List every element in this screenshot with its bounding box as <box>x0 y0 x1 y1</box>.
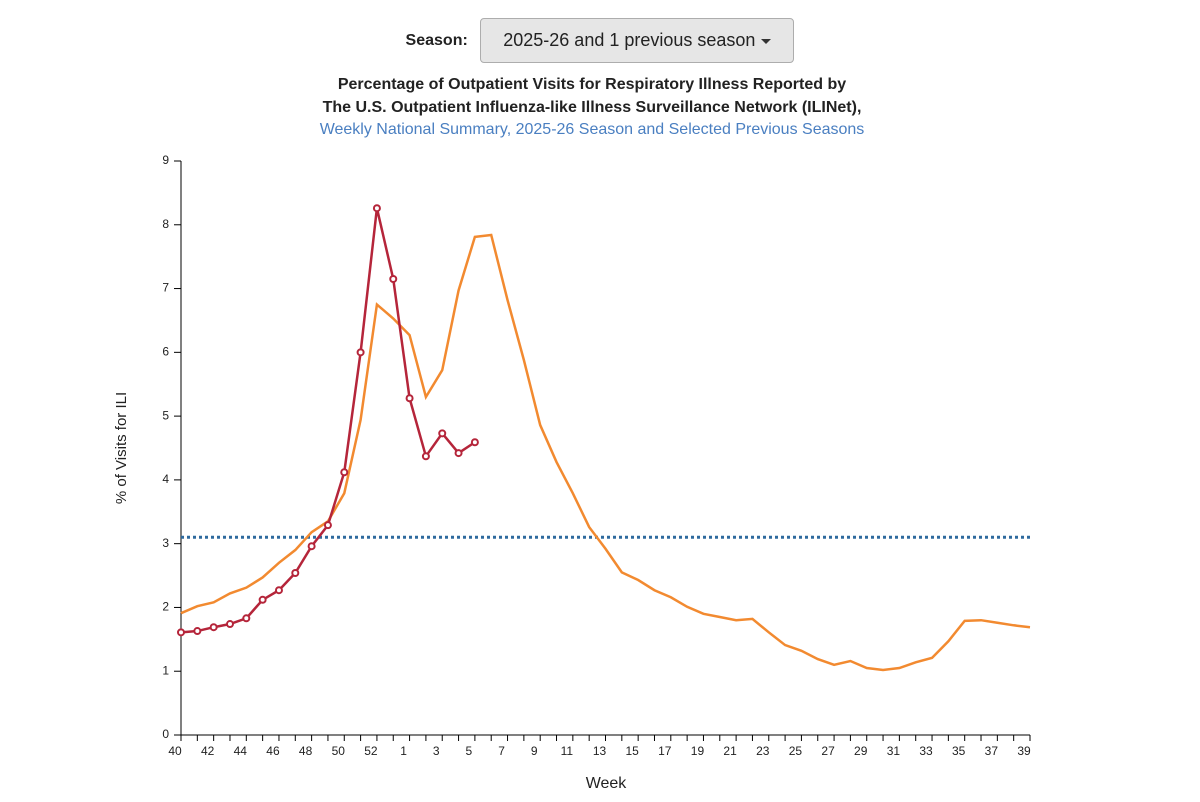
chart-title: The U.S. Outpatient Influenza-like Illne… <box>323 99 862 116</box>
caret[interactable] <box>761 38 772 44</box>
y-tick-label: 7 <box>162 281 169 295</box>
x-tick-label: 37 <box>985 744 999 758</box>
x-tick-label: 44 <box>234 744 248 758</box>
chart-title: Percentage of Outpatient Visits for Resp… <box>338 76 846 93</box>
x-tick-label: 13 <box>593 744 607 758</box>
data-point <box>405 394 414 403</box>
x-tick-label: 31 <box>887 744 901 758</box>
x-tick-label: 25 <box>789 744 803 758</box>
data-point <box>421 452 430 461</box>
x-tick-label: 17 <box>658 744 672 758</box>
x-tick-label: 35 <box>952 744 966 758</box>
data-point <box>258 595 267 604</box>
x-tick-label: 40 <box>168 744 182 758</box>
data-point <box>193 627 202 636</box>
data-point <box>454 449 463 458</box>
x-tick-label: 46 <box>266 744 280 758</box>
y-tick-label: 9 <box>162 153 169 167</box>
x-tick-label: 50 <box>332 744 346 758</box>
x-tick-label: 42 <box>201 744 215 758</box>
x-tick-label: 23 <box>756 744 770 758</box>
data-point <box>291 569 300 578</box>
x-tick-label: 7 <box>498 744 505 758</box>
x-axis-label: Week <box>586 775 628 792</box>
data-point <box>340 468 349 477</box>
y-tick-label: 5 <box>162 408 169 422</box>
y-tick-label: 0 <box>162 727 169 741</box>
x-tick-label: 19 <box>691 744 705 758</box>
data-point <box>323 521 332 530</box>
data-point <box>307 542 316 551</box>
x-tick-label: 11 <box>561 744 574 758</box>
season-value[interactable]: 2025-26 and 1 previous season <box>503 30 756 50</box>
x-tick-label: 39 <box>1017 744 1031 758</box>
y-tick-label: 1 <box>162 663 169 677</box>
y-tick-label: 3 <box>162 536 169 550</box>
data-point <box>438 429 447 438</box>
data-point <box>209 623 218 632</box>
y-tick-label: 2 <box>162 600 169 614</box>
data-point <box>177 628 185 637</box>
season-dropdown[interactable]: 2025-26 and 1 previous season <box>480 18 795 63</box>
data-point <box>225 620 234 629</box>
x-tick-label: 21 <box>723 744 737 758</box>
data-point <box>274 586 283 595</box>
x-tick-label: 5 <box>466 744 473 758</box>
x-tick-label: 3 <box>433 744 440 758</box>
x-tick-label: 15 <box>625 744 639 758</box>
y-axis-label: % of Visits for ILI <box>113 392 130 504</box>
data-point <box>242 614 251 623</box>
y-tick-label: 6 <box>162 345 169 359</box>
series-line <box>180 207 476 634</box>
series-line <box>180 233 1031 672</box>
chart-subtitle: Weekly National Summary, 2025-26 Season … <box>320 121 865 138</box>
x-tick-label: 1 <box>400 744 407 758</box>
x-tick-label: 52 <box>364 744 378 758</box>
data-point <box>389 274 398 283</box>
data-point <box>372 204 381 213</box>
y-tick-label: 4 <box>162 472 169 486</box>
season-label: Season: <box>405 31 468 49</box>
x-tick-label: 33 <box>919 744 933 758</box>
x-tick-label: 9 <box>531 744 538 758</box>
x-tick-label: 27 <box>821 744 835 758</box>
x-tick-label: 48 <box>299 744 313 758</box>
y-tick-label: 8 <box>162 217 169 231</box>
season-selector: Season: 2025-26 and 1 previous season <box>0 18 1200 63</box>
data-point <box>356 348 365 357</box>
data-point <box>470 438 479 447</box>
x-tick-label: 29 <box>854 744 868 758</box>
